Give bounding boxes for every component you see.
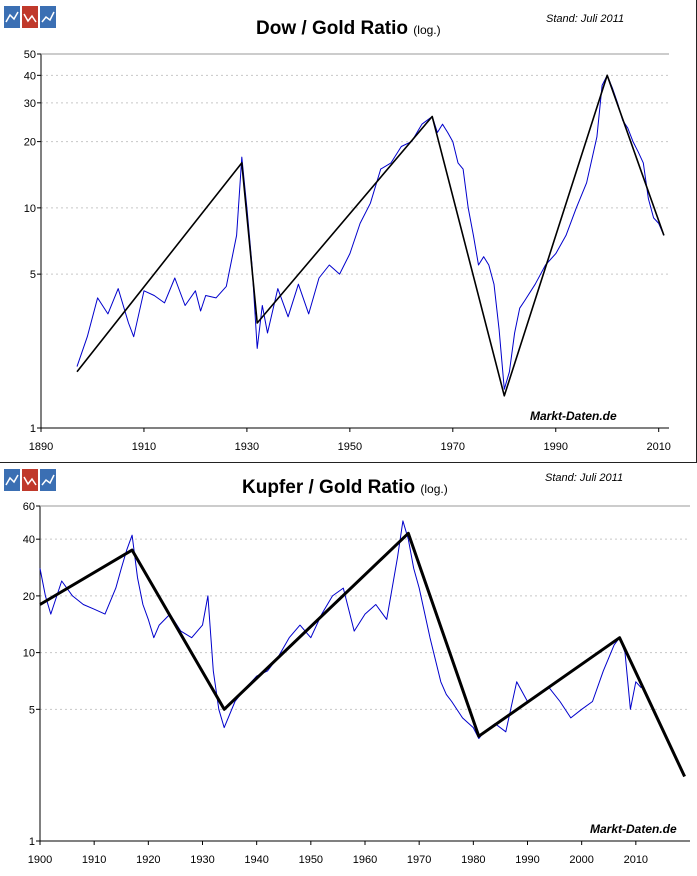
x-tick-label: 1910 [82,854,106,866]
y-tick-label: 20 [24,137,36,149]
x-tick-label: 1940 [244,854,268,866]
x-tick-label: 1930 [235,441,259,453]
chart-title: Kupfer / Gold Ratio (log.) [242,477,448,498]
y-tick-label: 10 [24,203,36,215]
x-tick-label: 2010 [646,441,670,453]
x-tick-label: 1900 [28,854,52,866]
x-tick-label: 1990 [544,441,568,453]
dow-gold-plot: 1 5 10 20 30 40 50 1890 1910 1930 1950 1970 1990 2010… [24,49,671,453]
x-tick-label: 1950 [338,441,362,453]
watermark-label: Markt-Daten.de [590,822,677,836]
copper-gold-plot: 1 5 10 20 40 60 1900 1910 1920 1930 1940 1950 1960 19… [23,501,690,866]
trend-line [39,531,686,778]
x-tick-label: 2000 [569,854,593,866]
x-tick-label: 2010 [624,854,648,866]
x-tick-label: 1970 [407,854,431,866]
ratio-series-line [76,74,665,390]
y-tick-label: 40 [23,534,35,546]
x-tick-label: 1960 [353,854,377,866]
y-tick-label: 5 [30,269,36,281]
x-tick-label: 1910 [132,441,156,453]
y-tick-label: 1 [29,836,35,848]
y-tick-label: 40 [24,70,36,82]
y-tick-label: 1 [30,423,36,435]
x-tick-label: 1950 [299,854,323,866]
markt-daten-logo-icon [4,6,56,28]
copper-gold-chart-panel: Kupfer / Gold Ratio (log.) Stand: Juli 2… [0,463,697,876]
y-tick-label: 30 [24,98,36,110]
markt-daten-logo-icon [4,469,56,491]
x-tick-label: 1930 [190,854,214,866]
ratio-series-line [39,520,642,739]
y-tick-label: 5 [29,704,35,716]
x-tick-label: 1920 [136,854,160,866]
y-tick-label: 50 [24,49,36,61]
x-tick-label: 1980 [461,854,485,866]
stand-date: Stand: Juli 2011 [545,472,624,484]
trend-line [76,74,665,397]
watermark-label: Markt-Daten.de [530,409,617,423]
stand-date: Stand: Juli 2011 [546,13,625,25]
y-tick-label: 20 [23,591,35,603]
dow-gold-chart-panel: Dow / Gold Ratio (log.) Stand: Juli 2011… [0,0,697,463]
x-tick-label: 1890 [29,441,53,453]
y-tick-label: 10 [23,648,35,660]
x-tick-label: 1990 [515,854,539,866]
y-tick-label: 60 [23,501,35,513]
chart-title: Dow / Gold Ratio (log.) [256,18,441,39]
x-tick-label: 1970 [441,441,465,453]
